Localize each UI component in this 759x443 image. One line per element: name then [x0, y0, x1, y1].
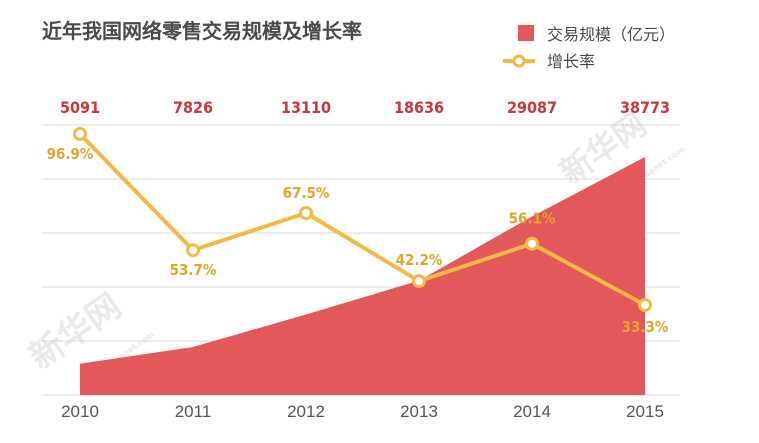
- legend-area-swatch: [518, 25, 534, 41]
- line-series-growth-rate: [78, 132, 646, 307]
- legend-area-label: 交易规模（亿元）: [547, 25, 675, 44]
- x-tick-label: 2012: [287, 402, 325, 421]
- x-tick-label: 2010: [61, 402, 99, 421]
- growth-rate-label: 42.2%: [396, 251, 443, 269]
- area-layer: [80, 157, 645, 395]
- x-tick-label: 2011: [175, 402, 212, 421]
- growth-rate-label: 53.7%: [170, 261, 217, 279]
- growth-rate-label: 56.1%: [509, 210, 556, 228]
- legend: 交易规模（亿元） 增长率: [503, 25, 675, 71]
- legend-line-label: 增长率: [547, 52, 595, 71]
- transaction-value-label: 29087: [507, 98, 557, 117]
- growth-rate-label: 33.3%: [622, 318, 669, 336]
- transaction-value-label: 5091: [60, 98, 100, 117]
- growth-rate-point: [638, 298, 652, 312]
- transaction-value-label: 7826: [173, 98, 213, 117]
- growth-rate-point: [525, 236, 539, 251]
- growth-rate-point: [186, 243, 200, 258]
- line-layer: [73, 127, 652, 312]
- growth-rate-label: 96.9%: [47, 145, 94, 163]
- rate-labels: 96.9% 53.7% 67.5% 42.2% 56.1% 33.3%: [47, 145, 669, 336]
- x-tick-label: 2013: [400, 402, 438, 421]
- value-labels: 5091 7826 13110 18636 29087 38773: [60, 98, 670, 117]
- growth-rate-label: 67.5%: [283, 184, 330, 202]
- transaction-value-label: 13110: [281, 98, 331, 117]
- x-tick-label: 2014: [513, 402, 551, 421]
- growth-rate-point: [299, 206, 313, 220]
- x-axis-ticks: 2010 2011 2012 2013 2014 2015: [61, 402, 664, 421]
- area-series-transaction-scale: [80, 157, 645, 395]
- x-tick-label: 2015: [626, 402, 664, 421]
- growth-rate-point: [73, 127, 87, 141]
- transaction-value-label: 38773: [620, 98, 670, 117]
- chart-title: 近年我国网络零售交易规模及增长率: [42, 19, 362, 43]
- transaction-value-label: 18636: [394, 98, 444, 117]
- legend-line-marker: [512, 54, 526, 68]
- growth-rate-point: [412, 274, 426, 289]
